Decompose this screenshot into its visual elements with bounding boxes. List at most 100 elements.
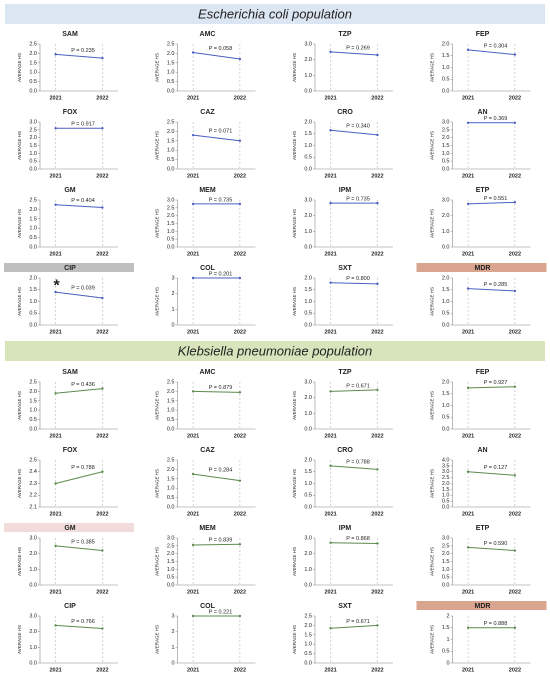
panel-title: FOX [63,109,78,116]
y-tick-label: 0.0 [29,88,37,94]
data-line [55,545,103,552]
x-tick-label: 2021 [187,433,199,439]
y-axis-label: AVERAGE HS [17,287,22,316]
y-tick-label: 0.0 [29,244,37,250]
y-tick-label: 2.0 [167,389,175,395]
y-tick-label: 2.0 [442,213,450,219]
data-point [54,127,57,130]
panel-title: AMC [200,31,216,38]
section-header-band [5,341,545,361]
data-line [55,388,103,394]
data-point [238,139,242,142]
x-tick-label: 2021 [324,173,336,179]
y-tick-label: 2.5 [29,41,37,47]
y-tick-label: 2.4 [29,469,37,475]
data-line [468,386,515,389]
data-point [376,542,379,545]
y-tick-label: 0.0 [304,660,312,666]
x-tick-label: 2021 [324,511,336,517]
title-highlight [4,523,134,532]
x-tick-label: 2022 [234,173,246,179]
y-tick-label: 1.5 [29,60,37,66]
y-tick-label: 1.5 [442,143,450,149]
x-tick-label: 2022 [96,329,108,335]
y-axis-label: AVERAGE HS [430,287,435,316]
x-tick-label: 2022 [371,251,383,257]
data-point [191,472,195,476]
y-axis-label: AVERAGE HS [430,391,435,420]
y-tick-label: 0.0 [304,244,312,250]
y-tick-label: 2.2 [29,493,37,499]
x-tick-label: 2021 [324,251,336,257]
data-line [330,282,378,285]
data-line [468,201,515,205]
y-tick-label: 0.0 [442,426,450,432]
y-tick-label: 0.5 [167,575,175,581]
panel-title: AN [477,109,487,116]
y-axis-label: AVERAGE HS [17,209,22,238]
y-axis-label: AVERAGE HS [155,469,160,498]
y-axis-label: AVERAGE HS [430,131,435,160]
y-axis-label: AVERAGE HS [292,547,297,576]
data-point [54,290,57,294]
y-tick-label: 2.5 [167,205,175,211]
y-tick-label: 2 [446,613,449,619]
y-tick-label: 0.0 [167,166,175,172]
data-point [513,289,517,293]
y-tick-label: 1.0 [442,299,450,305]
y-axis-label: AVERAGE HS [292,469,297,498]
y-axis-label: AVERAGE HS [17,469,22,498]
p-value: P = 0.235 [71,48,95,54]
data-point [466,121,470,124]
data-point [101,127,104,130]
y-tick-label: 1.0 [304,229,312,235]
x-tick-label: 2022 [234,251,246,257]
y-tick-label: 0.0 [29,322,37,328]
panel-title: COL [200,603,216,610]
y-tick-label: 1.0 [29,151,37,157]
y-tick-label: 2.0 [442,379,450,385]
y-tick-label: 1.0 [29,70,37,76]
data-point [238,57,242,61]
y-axis-label: AVERAGE HS [292,625,297,654]
y-tick-label: 1.0 [442,229,450,235]
y-axis-label: AVERAGE HS [17,53,22,82]
y-tick-label: 2.0 [442,135,450,141]
y-tick-label: 2.0 [304,395,312,401]
y-tick-label: 0.0 [442,88,450,94]
y-tick-label: 2.5 [167,543,175,549]
y-tick-label: 1.5 [167,221,175,227]
data-point [101,470,104,473]
y-tick-label: 0.0 [442,504,450,510]
y-tick-label: 2.0 [29,389,37,395]
x-tick-label: 2022 [371,589,383,595]
y-tick-label: 1.5 [167,398,175,404]
data-point [376,388,379,392]
y-tick-label: 3.0 [304,197,312,203]
data-line [55,204,103,209]
y-axis-label: AVERAGE HS [17,547,22,576]
y-tick-label: 1.5 [29,287,37,293]
y-tick-label: 2.0 [304,119,312,125]
p-value: P = 0.340 [346,124,370,130]
y-tick-label: 2 [171,291,174,297]
y-tick-label: 0 [171,660,174,666]
y-tick-label: 0.0 [29,660,37,666]
y-tick-label: 0.5 [167,237,175,243]
y-tick-label: 2.0 [304,57,312,63]
p-value: P = 0.735 [346,197,370,203]
data-point [513,201,517,204]
y-tick-label: 3.0 [442,469,450,475]
y-tick-label: 0.5 [442,575,450,581]
p-value: P = 0.039 [71,286,95,292]
y-tick-label: 2.0 [167,467,175,473]
y-tick-label: 2.0 [304,275,312,281]
x-tick-label: 2021 [462,589,474,595]
data-point [101,549,104,552]
y-tick-label: 0.0 [442,582,450,588]
data-point [513,626,517,629]
y-tick-label: 1.0 [167,486,175,492]
y-tick-label: 2.5 [442,543,450,549]
p-value: P = 0.839 [209,538,233,544]
p-value: P = 0.927 [484,380,508,386]
